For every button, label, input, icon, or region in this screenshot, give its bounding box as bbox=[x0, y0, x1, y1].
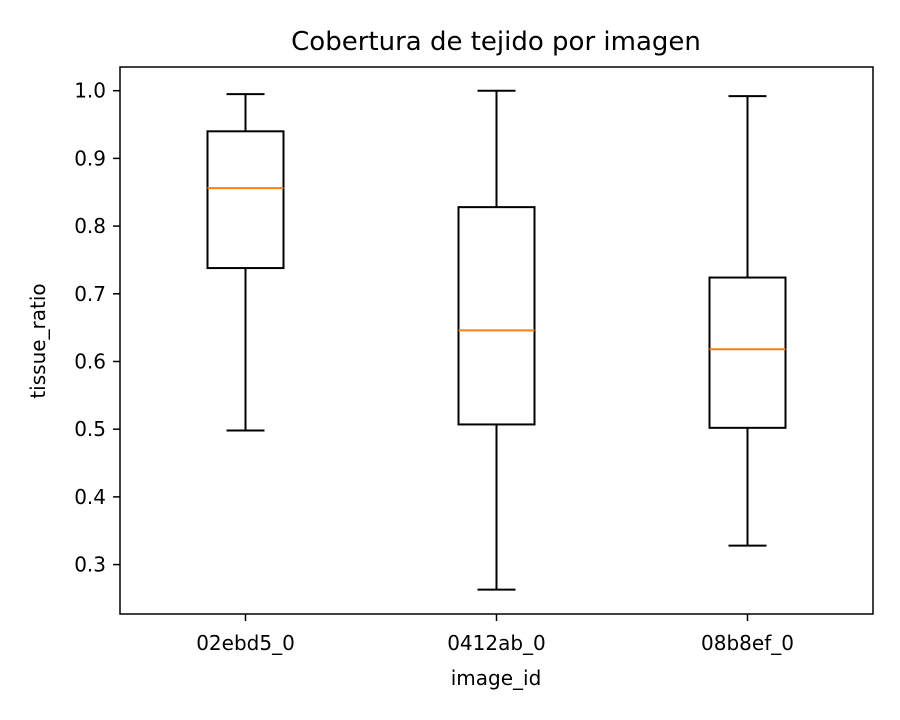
chart-title: Cobertura de tejido por imagen bbox=[291, 27, 701, 57]
y-tick-label: 0.6 bbox=[74, 349, 106, 373]
y-tick-label: 0.3 bbox=[74, 553, 106, 577]
boxes-group bbox=[206, 89, 787, 591]
y-axis-label: tissue_ratio bbox=[26, 283, 50, 398]
x-tick-label: 08b8ef_0 bbox=[701, 631, 794, 655]
box-0412ab_0 bbox=[457, 89, 536, 591]
y-tick-label: 0.7 bbox=[74, 282, 106, 306]
box-02ebd5_0 bbox=[206, 93, 285, 432]
x-axis: 02ebd5_0 0412ab_0 08b8ef_0 bbox=[196, 614, 794, 655]
y-tick-label: 0.9 bbox=[74, 146, 106, 170]
x-tick-label: 02ebd5_0 bbox=[196, 631, 295, 655]
y-tick-label: 0.8 bbox=[74, 214, 106, 238]
x-axis-label: image_id bbox=[451, 666, 542, 690]
box-08b8ef_0 bbox=[708, 95, 787, 547]
y-tick-label: 0.4 bbox=[74, 485, 106, 509]
iqr-box bbox=[206, 130, 285, 270]
iqr-box bbox=[457, 206, 536, 426]
y-axis: 0.3 0.4 0.5 0.6 0.7 0.8 0.9 1.0 bbox=[74, 79, 120, 577]
iqr-box bbox=[708, 276, 787, 429]
y-tick-label: 0.5 bbox=[74, 417, 106, 441]
x-tick-label: 0412ab_0 bbox=[447, 631, 546, 655]
y-tick-label: 1.0 bbox=[74, 79, 106, 103]
